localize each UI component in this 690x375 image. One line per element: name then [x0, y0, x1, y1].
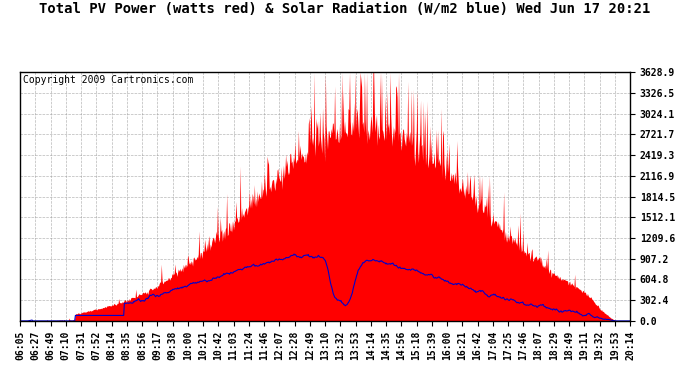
Text: Total PV Power (watts red) & Solar Radiation (W/m2 blue) Wed Jun 17 20:21: Total PV Power (watts red) & Solar Radia… [39, 2, 651, 16]
Text: Copyright 2009 Cartronics.com: Copyright 2009 Cartronics.com [23, 75, 193, 86]
